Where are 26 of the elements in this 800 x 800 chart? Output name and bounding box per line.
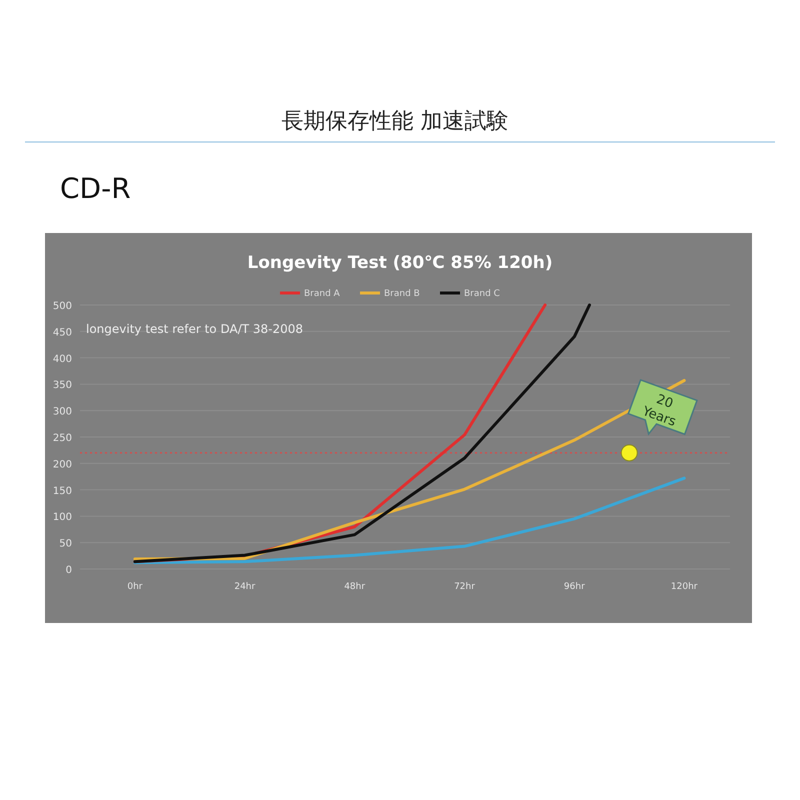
y-tick-label: 400 <box>52 354 72 365</box>
y-tick-label: 300 <box>52 406 72 418</box>
y-tick-label: 250 <box>52 433 72 444</box>
y-tick-label: 150 <box>52 486 72 497</box>
y-tick-label: 350 <box>52 380 72 392</box>
legend-label: Brand B <box>384 289 420 299</box>
y-tick-label: 200 <box>52 459 72 470</box>
legend-label: Brand A <box>304 289 341 299</box>
y-tick-label: 0 <box>66 565 72 576</box>
annotation: longevity test refer to DA/T 38-2008 <box>86 322 304 336</box>
x-tick-label: 96hr <box>564 582 586 592</box>
chart-title: Longevity Test (80℃ 85% 120h) <box>247 253 553 273</box>
text: CD-R <box>60 172 131 205</box>
legend-label: Brand C <box>464 289 500 299</box>
text: 長期保存性能 加速試験 <box>282 109 508 134</box>
line-series <box>133 476 686 564</box>
x-tick-label: 72hr <box>454 582 476 592</box>
y-tick-label: 100 <box>52 512 72 524</box>
x-tick-label: 120hr <box>670 582 698 592</box>
y-tick-label: 500 <box>52 301 72 312</box>
x-tick-label: 24hr <box>234 582 256 592</box>
x-tick-label: 0hr <box>127 582 143 592</box>
x-tick-label: 48hr <box>344 582 366 592</box>
y-tick-label: 50 <box>59 538 72 550</box>
y-tick-label: 450 <box>52 327 72 338</box>
annotation: 20 Years <box>639 392 678 430</box>
